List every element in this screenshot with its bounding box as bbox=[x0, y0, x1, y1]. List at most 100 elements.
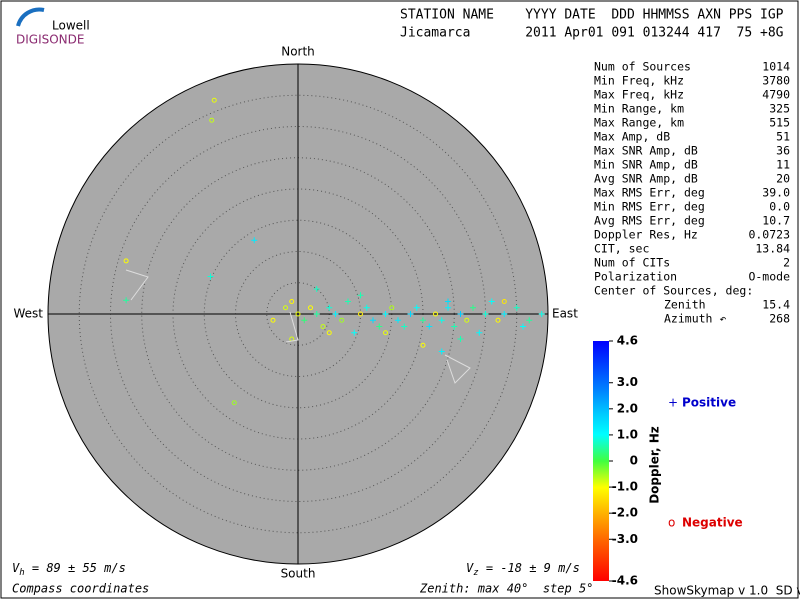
logo-swoosh bbox=[16, 7, 45, 27]
legend-label: Negative bbox=[682, 516, 743, 530]
source-negative bbox=[358, 311, 363, 317]
vz-value: = -18 ± 9 m/s bbox=[479, 561, 580, 575]
logo-top: Lowell bbox=[52, 19, 90, 33]
source-positive bbox=[345, 298, 351, 305]
source-negative bbox=[289, 299, 295, 304]
source-positive bbox=[513, 304, 520, 311]
stat-value: 2 bbox=[783, 256, 790, 270]
colorbar-axis: 4.6 3.0 2.0 1.0 0 -1.0 -2.0 -3.0 -4.6 bbox=[609, 334, 638, 588]
source-positive bbox=[482, 311, 489, 317]
source-positive bbox=[370, 317, 376, 324]
legend: + Positive o Negative bbox=[668, 396, 743, 530]
source-positive bbox=[332, 311, 339, 317]
colorbar-tick-label: -1.0 bbox=[612, 480, 638, 494]
stat-value: 39.0 bbox=[762, 186, 790, 200]
source-positive bbox=[413, 304, 420, 311]
logo-main: DIGISONDE bbox=[16, 33, 84, 47]
source-negative bbox=[283, 305, 288, 311]
west-label: West bbox=[13, 307, 43, 321]
stat-value: 325 bbox=[769, 102, 790, 116]
source-positive bbox=[445, 304, 451, 311]
header-line1: STATION NAME YYYY DATE DDD HHMMSS AXN PP… bbox=[400, 8, 784, 23]
source-negative bbox=[270, 317, 276, 323]
source-positive bbox=[538, 311, 545, 317]
center-value: 15.4 bbox=[762, 298, 790, 312]
legend-label: Positive bbox=[682, 396, 736, 410]
colorbar-tick-label: -2.0 bbox=[612, 506, 638, 520]
source-negative bbox=[123, 258, 129, 264]
source-positive bbox=[438, 317, 445, 324]
source-positive bbox=[376, 323, 383, 330]
stat-label: CIT, sec bbox=[594, 242, 649, 256]
stat-value: 515 bbox=[769, 116, 790, 130]
source-negative bbox=[501, 299, 507, 304]
source-positive bbox=[438, 348, 445, 355]
source-negative bbox=[209, 117, 215, 123]
vh-sub: h bbox=[19, 568, 24, 578]
colorbar-tick-label: 1.0 bbox=[617, 427, 638, 441]
stat-label: Min SNR Amp, dB bbox=[594, 158, 698, 172]
source-positive bbox=[526, 317, 533, 324]
east-label: East bbox=[552, 307, 578, 321]
source-positive bbox=[382, 311, 389, 317]
header-line2: Jicamarca 2011 Apr01 091 013244 417 75 +… bbox=[400, 26, 784, 41]
vh-value: = 89 ± 55 m/s bbox=[25, 561, 126, 575]
source-positive bbox=[470, 304, 476, 311]
source-positive bbox=[357, 292, 364, 299]
outline bbox=[444, 354, 471, 384]
stat-label: Min Range, km bbox=[594, 102, 684, 116]
source-negative bbox=[433, 311, 438, 317]
colorbar-tick-label: -3.0 bbox=[612, 532, 638, 546]
source-positive bbox=[401, 323, 408, 330]
outline bbox=[125, 269, 149, 301]
source-negative bbox=[308, 305, 313, 311]
center-label: Azimuth ↶ bbox=[664, 312, 726, 326]
center-label: Zenith bbox=[664, 298, 706, 312]
stat-label: Avg SNR Amp, dB bbox=[594, 172, 698, 186]
source-negative bbox=[383, 330, 388, 336]
stats-table: Num of Sources 1014 Min Freq, kHz 3780 Max F… bbox=[594, 60, 790, 326]
stat-value: 10.7 bbox=[762, 214, 790, 228]
stat-label: Max Range, km bbox=[594, 116, 684, 130]
footer-right: Zenith: max 40° step 5° bbox=[419, 582, 593, 596]
source-positive bbox=[476, 329, 483, 336]
source-negative bbox=[464, 317, 470, 323]
stat-value: 4790 bbox=[762, 88, 790, 102]
source-positive bbox=[207, 273, 214, 280]
stat-value: 1014 bbox=[762, 60, 790, 74]
source-negative bbox=[389, 305, 395, 311]
colorbar-tick-label: 4.6 bbox=[617, 334, 638, 348]
source-negative bbox=[495, 317, 501, 323]
stat-value: 13.84 bbox=[755, 242, 790, 256]
source-positive bbox=[488, 298, 495, 305]
footer-left: Compass coordinates bbox=[12, 582, 149, 596]
source-positive bbox=[457, 336, 464, 342]
source-positive bbox=[457, 311, 464, 317]
stat-value: 11 bbox=[776, 158, 790, 172]
stat-value: 0.0723 bbox=[748, 228, 790, 242]
source-positive bbox=[407, 311, 414, 317]
stat-label: Polarization bbox=[594, 270, 677, 284]
stat-label: Num of Sources bbox=[594, 60, 691, 74]
source-positive bbox=[501, 311, 508, 317]
source-negative bbox=[339, 317, 345, 323]
source-negative bbox=[326, 330, 332, 336]
legend-symbol: o bbox=[668, 516, 675, 530]
source-negative bbox=[420, 342, 426, 348]
version: ShowSkymap v 1.0 SD v 4.2 bbox=[654, 584, 800, 598]
vz: Vz = -18 ± 9 m/s bbox=[466, 561, 580, 578]
source-positive bbox=[301, 317, 308, 324]
source-negative bbox=[211, 97, 217, 103]
center-value: 268 bbox=[769, 312, 790, 326]
source-positive bbox=[123, 297, 130, 304]
center-title: Center of Sources, deg: bbox=[594, 284, 753, 298]
stat-label: Max Freq, kHz bbox=[594, 88, 684, 102]
legend-symbol: + bbox=[668, 396, 678, 410]
source-negative bbox=[295, 311, 301, 317]
source-positive bbox=[251, 237, 258, 244]
stat-value: 3780 bbox=[762, 74, 790, 88]
stat-label: Min Freq, kHz bbox=[594, 74, 684, 88]
vh-symbol: V bbox=[12, 561, 20, 575]
stat-value: 36 bbox=[776, 144, 790, 158]
